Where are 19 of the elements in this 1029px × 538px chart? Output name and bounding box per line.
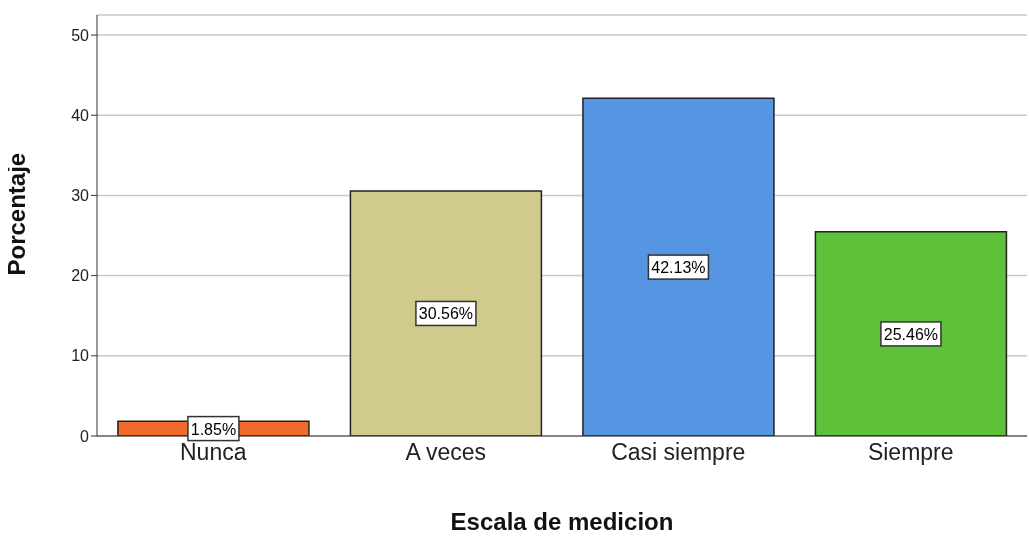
data-label: 30.56%	[418, 305, 474, 323]
x-tick-label: Nunca	[180, 439, 247, 466]
y-tick-label: 40	[71, 106, 90, 124]
y-tick-label: 10	[71, 347, 90, 365]
y-axis-title: Porcentaje	[2, 152, 30, 276]
data-label: 42.13%	[651, 259, 706, 277]
data-label: 1.85%	[190, 420, 237, 438]
x-tick-label: Siempre	[867, 439, 954, 466]
bar	[814, 231, 1008, 436]
y-tick-label: 20	[71, 267, 90, 285]
y-tick-label: 0	[80, 427, 90, 445]
bar	[349, 190, 543, 436]
y-tick-label: 50	[71, 26, 90, 44]
x-tick-label: Casi siempre	[611, 439, 746, 466]
bar	[582, 97, 775, 436]
y-tick-label: 30	[71, 187, 90, 205]
x-axis-title: Escala de medicion	[450, 508, 674, 535]
x-tick-label: A veces	[405, 439, 487, 466]
data-label: 25.46%	[883, 325, 939, 343]
